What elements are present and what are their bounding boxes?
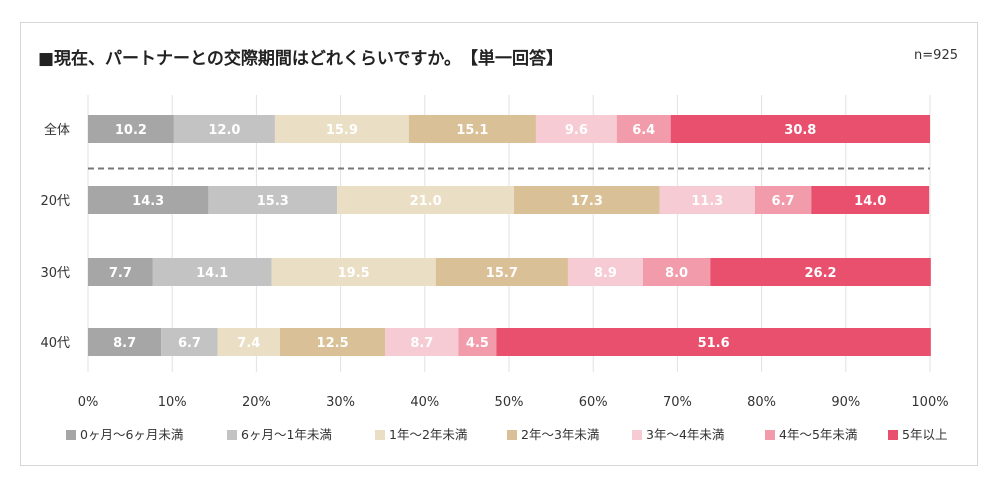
x-tick-label: 70% — [663, 395, 692, 410]
data-label: 7.7 — [109, 266, 132, 281]
bar-segment — [274, 115, 409, 143]
data-label: 4.5 — [466, 336, 489, 351]
bar-segment — [161, 328, 218, 356]
bar-segment — [208, 186, 338, 214]
bar-segment — [88, 328, 162, 356]
x-tick-label: 30% — [326, 395, 355, 410]
data-label: 51.6 — [698, 336, 730, 351]
bar-segment — [217, 328, 280, 356]
bar-segment — [408, 115, 536, 143]
legend-label: 0ヶ月〜6ヶ月未満 — [80, 427, 183, 442]
legend-label: 5年以上 — [902, 427, 947, 442]
data-label: 15.9 — [326, 123, 358, 138]
bar-segment — [271, 258, 436, 286]
data-label: 8.7 — [113, 336, 136, 351]
legend-swatch — [888, 430, 898, 440]
x-tick-label: 60% — [579, 395, 608, 410]
data-label: 15.7 — [486, 266, 518, 281]
legend-label: 3年〜4年未満 — [646, 427, 724, 442]
bar-segment — [385, 328, 459, 356]
legend-swatch — [227, 430, 237, 440]
data-label: 8.9 — [594, 266, 617, 281]
data-label: 30.8 — [784, 123, 816, 138]
data-label: 6.7 — [178, 336, 201, 351]
legend-swatch — [765, 430, 775, 440]
sample-size-label: n=925 — [914, 48, 958, 63]
legend-swatch — [632, 430, 642, 440]
category-label: 30代 — [40, 266, 70, 281]
data-label: 7.4 — [237, 336, 260, 351]
x-tick-label: 0% — [78, 395, 99, 410]
data-label: 9.6 — [565, 123, 588, 138]
bar-segment — [535, 115, 617, 143]
legend-swatch — [66, 430, 76, 440]
bar-segment — [88, 186, 209, 214]
x-tick-label: 10% — [158, 395, 187, 410]
bar-segment — [435, 258, 568, 286]
legend-label: 6ヶ月〜1年未満 — [241, 427, 332, 442]
bar-segment — [337, 186, 515, 214]
data-label: 21.0 — [410, 194, 442, 209]
data-label: 17.3 — [571, 194, 603, 209]
data-label: 6.7 — [772, 194, 795, 209]
data-label: 14.3 — [132, 194, 164, 209]
data-label: 8.0 — [665, 266, 688, 281]
legend-swatch — [507, 430, 517, 440]
category-label: 20代 — [40, 194, 70, 209]
bar-segment — [279, 328, 386, 356]
bar-segment — [88, 258, 153, 286]
x-tick-label: 40% — [410, 395, 439, 410]
bar-segment — [642, 258, 711, 286]
chart-title: ■現在、パートナーとの交際期間はどれくらいですか。 【単一回答】 — [38, 49, 564, 69]
legend-label: 2年〜3年未満 — [521, 427, 599, 442]
data-label: 6.4 — [632, 123, 655, 138]
bar-segment — [754, 186, 812, 214]
bar-segment — [659, 186, 755, 214]
category-label: 全体 — [44, 122, 70, 138]
data-label: 19.5 — [338, 266, 370, 281]
bar-segment — [811, 186, 930, 214]
bar-segment — [710, 258, 931, 286]
bar-segment — [514, 186, 660, 214]
legend-label: 1年〜2年未満 — [389, 427, 467, 442]
data-label: 14.0 — [854, 194, 886, 209]
bar-segment — [152, 258, 272, 286]
legend-label: 4年〜5年未満 — [779, 427, 857, 442]
data-label: 26.2 — [805, 266, 837, 281]
x-tick-label: 80% — [747, 395, 776, 410]
x-tick-label: 90% — [831, 395, 860, 410]
data-label: 15.1 — [456, 123, 488, 138]
legend-swatch — [375, 430, 385, 440]
data-label: 11.3 — [691, 194, 723, 209]
bar-segment — [567, 258, 643, 286]
bar-segment — [88, 115, 174, 143]
bar-segment — [496, 328, 931, 356]
data-label: 10.2 — [115, 123, 147, 138]
data-label: 12.0 — [208, 123, 240, 138]
data-label: 14.1 — [196, 266, 228, 281]
bar-segment — [616, 115, 671, 143]
category-label: 40代 — [40, 336, 70, 351]
x-tick-label: 20% — [242, 395, 271, 410]
bar-segment — [458, 328, 497, 356]
bar-segment — [670, 115, 930, 143]
data-label: 12.5 — [317, 336, 349, 351]
x-tick-label: 50% — [495, 395, 524, 410]
data-label: 15.3 — [257, 194, 289, 209]
data-label: 8.7 — [410, 336, 433, 351]
chart-frame — [20, 22, 978, 466]
x-tick-label: 100% — [911, 395, 948, 410]
bar-segment — [173, 115, 275, 143]
